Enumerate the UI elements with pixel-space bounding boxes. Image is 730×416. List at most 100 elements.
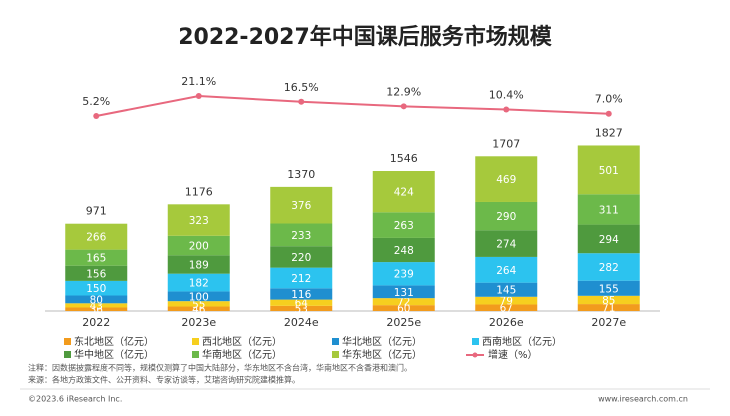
growth-point [400, 103, 407, 110]
growth-point [93, 113, 100, 119]
bar-segment [475, 282, 538, 297]
bar-segment [475, 230, 538, 257]
growth-label: 10.4% [489, 88, 524, 101]
growth-line [96, 94, 609, 117]
segment-label: 239 [394, 269, 414, 281]
segment-label: 376 [291, 200, 311, 212]
legend-swatch [332, 351, 339, 358]
segment-label: 43 [90, 300, 103, 312]
segment-label: 156 [86, 268, 106, 280]
bar-segment [65, 280, 128, 296]
bar-segment [577, 253, 640, 281]
bar-segment [270, 246, 333, 268]
bar-segment [65, 265, 128, 281]
bar-segment [270, 223, 333, 247]
bar-segment [475, 156, 538, 202]
growth-label: 5.2% [82, 95, 110, 108]
note: 来源：各地方政策文件、公开资料、专家访谈等，艾瑞咨询研究院建模推算。 [28, 375, 300, 385]
segment-label: 67 [500, 303, 513, 315]
bar-segment [270, 305, 333, 311]
legend-label: 东北地区（亿元） [74, 335, 154, 348]
website: www.iresearch.com.cn [598, 395, 688, 404]
bar-segment [372, 237, 435, 263]
segment-label: 100 [189, 291, 209, 303]
growth-label: 7.0% [595, 93, 623, 106]
segment-label: 145 [496, 285, 516, 297]
bar-segment [577, 224, 640, 254]
segment-label: 469 [496, 174, 516, 186]
segment-label: 424 [394, 187, 414, 199]
total-label: 1370 [287, 168, 315, 181]
bar-segment [167, 204, 230, 236]
segment-label: 46 [192, 304, 206, 316]
total-label: 1546 [390, 152, 418, 165]
segment-label: 248 [394, 245, 414, 257]
legend-swatch [472, 352, 478, 358]
segment-label: 264 [496, 265, 516, 277]
bar-segment [372, 262, 435, 286]
bar-segment [167, 255, 230, 274]
legend-swatch [192, 351, 199, 358]
segment-label: 266 [86, 232, 106, 244]
bar-segment [577, 304, 640, 311]
bar-segment [270, 267, 333, 289]
bar-segment [65, 295, 128, 304]
segment-label: 55 [192, 299, 205, 311]
chart-title: 2022-2027年中国课后服务市场规模 [178, 24, 553, 50]
segment-label: 294 [599, 234, 619, 246]
x-tick-label: 2023e [181, 316, 216, 329]
bar-segment [65, 223, 128, 250]
growth-label: 16.5% [284, 81, 319, 94]
legend-swatch [64, 351, 71, 358]
legend-label: 华北地区（亿元） [342, 335, 422, 348]
segment-label: 220 [291, 252, 311, 264]
x-tick-label: 2025e [386, 316, 421, 329]
segment-label: 155 [599, 283, 619, 295]
bar-segment [270, 299, 333, 306]
bar-segment [270, 288, 333, 300]
total-label: 1176 [185, 185, 213, 198]
growth-label: 12.9% [386, 85, 421, 98]
bar-segment [475, 201, 538, 231]
bar-segment [167, 235, 230, 256]
growth-point [605, 110, 612, 117]
growth-point [195, 93, 202, 99]
legend-swatch [64, 338, 71, 345]
total-label: 1707 [492, 137, 520, 150]
bar-segment [65, 303, 128, 308]
growth-point [298, 98, 305, 105]
segment-label: 64 [295, 298, 309, 310]
segment-label: 212 [291, 273, 311, 285]
segment-label: 165 [86, 253, 106, 265]
segment-label: 182 [189, 278, 209, 290]
bar-segment [167, 273, 230, 292]
bar-segment [577, 194, 640, 225]
legend-label: 华南地区（亿元） [202, 348, 282, 361]
bar-segment [475, 296, 538, 305]
legend-swatch [192, 338, 199, 345]
legend-label: 西南地区（亿元） [482, 335, 562, 348]
bar-segment [167, 306, 230, 311]
bar-segment [372, 212, 435, 238]
x-tick-label: 2026e [489, 316, 524, 329]
bar-segment [475, 304, 538, 311]
note: 注释：因数据披露程度不同等，规模仅测算了中国大陆部分，华东地区不含台湾，华南地区… [28, 363, 412, 373]
bar-segment [372, 170, 435, 213]
copyright: ©2023.6 iResearch Inc. [28, 395, 122, 404]
segment-label: 53 [295, 303, 308, 315]
x-tick-label: 2022 [82, 316, 110, 329]
segment-label: 116 [291, 289, 311, 301]
segment-label: 200 [189, 241, 209, 253]
bar-segment [577, 295, 640, 305]
segment-label: 60 [397, 303, 410, 315]
segment-label: 282 [599, 262, 619, 274]
total-label: 1827 [595, 126, 623, 139]
bar-segment [65, 249, 128, 266]
bar-segment [167, 291, 230, 302]
legend-label: 增速（%） [488, 348, 538, 361]
bar-segment [475, 256, 538, 283]
segment-label: 150 [86, 283, 106, 295]
legend-label: 华中地区（亿元） [74, 348, 154, 361]
bar-segment [372, 285, 435, 299]
